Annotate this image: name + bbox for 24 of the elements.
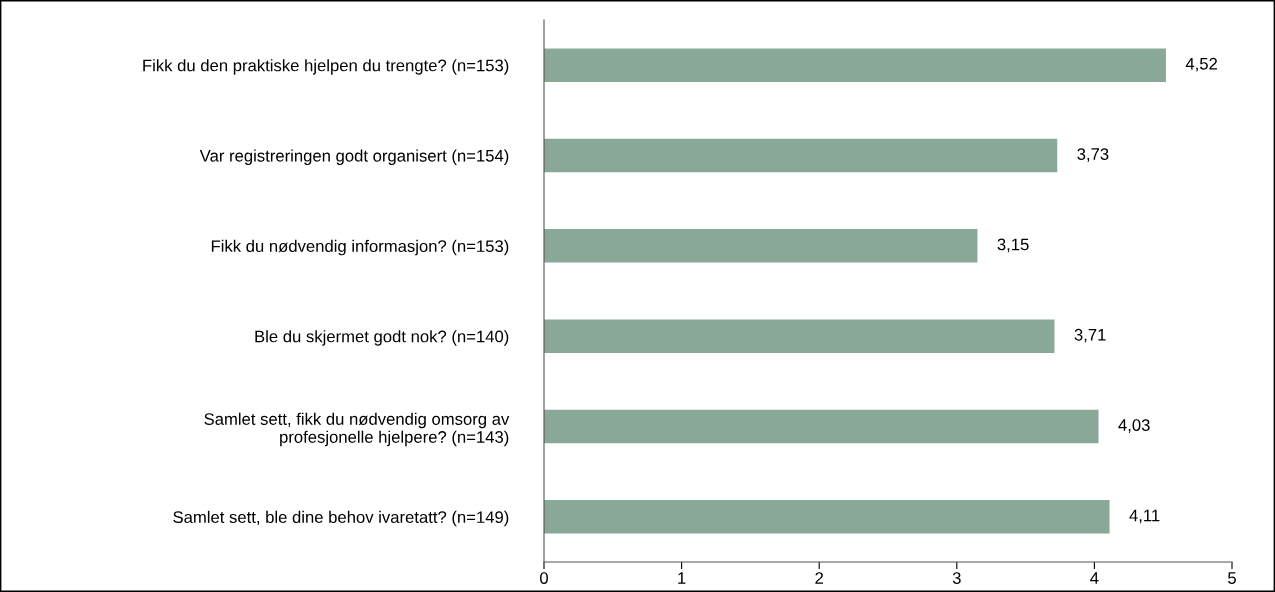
x-tick-label: 5: [1228, 572, 1236, 584]
y-tick-label: Ble du skjermet godt nok? (n=140): [255, 330, 509, 346]
bar: [544, 48, 1166, 82]
bar: [544, 138, 1058, 173]
data-label: 4,11: [1129, 509, 1160, 524]
y-tick-label: Samlet sett, ble dine behov ivaretatt? (n=149): [173, 510, 509, 527]
bar: [544, 319, 1055, 353]
y-tick-label: Fikk du nødvendig informasjon? (n=153): [211, 239, 509, 256]
bar: [544, 229, 978, 263]
bar: [544, 500, 1110, 534]
data-label: 3,73: [1077, 148, 1109, 162]
x-tick-label: 2: [815, 572, 823, 584]
data-label: 4,03: [1118, 419, 1150, 433]
y-tick-label: Fikk du den praktiske hjelpen du trengte? (n=153): [143, 59, 509, 75]
y-tick-label: Var registreringen godt organisert (n=154): [199, 149, 509, 165]
data-label: 4,52: [1185, 57, 1217, 72]
x-tick-label: 4: [1090, 572, 1099, 584]
x-tick-label: 0: [540, 572, 548, 584]
y-tick-label: Samlet sett, fikk du nødvendig omsorg av profesjonelle hjelpere? (n=143): [204, 412, 510, 447]
x-tick-label: 3: [952, 572, 961, 584]
bar: [544, 409, 1099, 444]
data-label: 3,15: [997, 238, 1029, 253]
x-tick-label: 1: [678, 572, 686, 584]
data-label: 3,71: [1074, 328, 1106, 343]
